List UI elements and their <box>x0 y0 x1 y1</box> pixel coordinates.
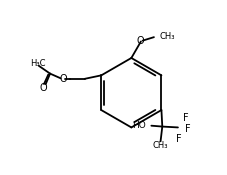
Text: O: O <box>136 36 143 46</box>
Text: F: F <box>184 124 189 134</box>
Text: CH₃: CH₃ <box>158 32 174 41</box>
Text: CH₃: CH₃ <box>152 141 168 150</box>
Text: O: O <box>39 83 47 93</box>
Text: O: O <box>59 74 67 84</box>
Text: F: F <box>183 113 188 123</box>
Text: F: F <box>175 134 181 144</box>
Text: H₃C: H₃C <box>30 59 45 68</box>
Text: HO: HO <box>131 121 145 130</box>
